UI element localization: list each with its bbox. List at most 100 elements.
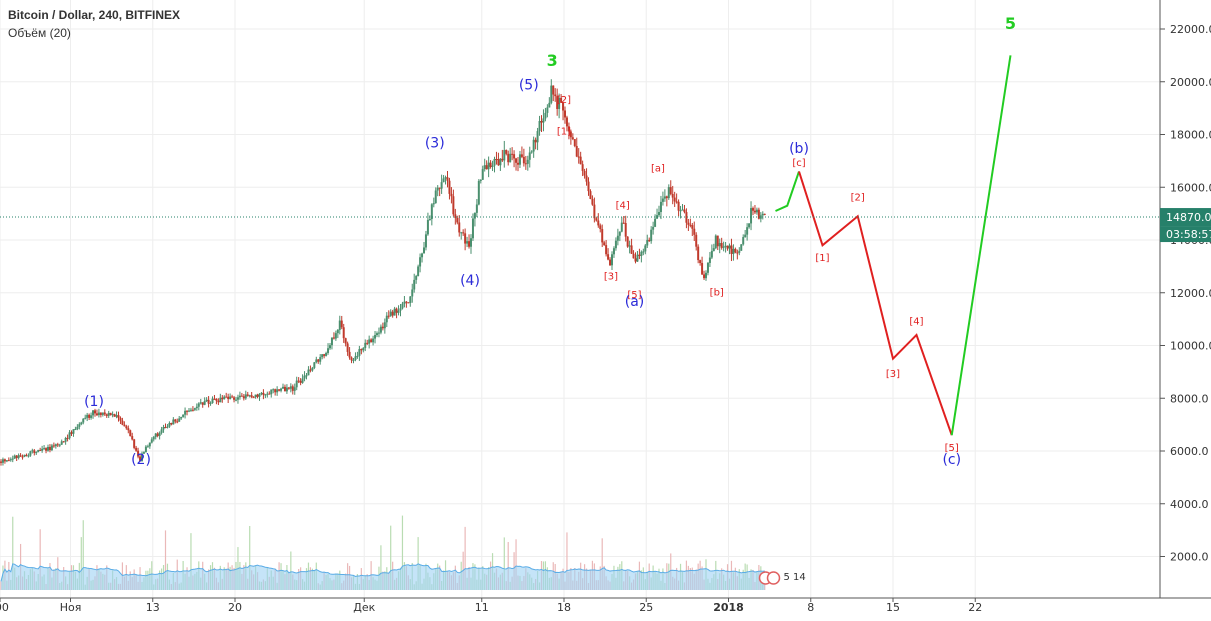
candle-body: [528, 152, 531, 160]
candle-body: [354, 356, 357, 360]
candle-body: [205, 399, 208, 402]
candle-body: [184, 410, 187, 415]
candle-body: [1, 459, 4, 463]
candle-body: [372, 338, 375, 343]
candle-body: [722, 246, 725, 248]
candle-body: [9, 459, 12, 461]
candle-body: [616, 235, 619, 241]
candle-body: [321, 354, 324, 358]
candle-body: [41, 448, 44, 451]
candle-body: [94, 410, 96, 414]
candle-body: [593, 204, 596, 219]
candle-body: [236, 397, 239, 400]
candle-body: [330, 337, 333, 346]
candle-body: [270, 389, 273, 395]
candle-body: [54, 444, 57, 447]
candle-body: [325, 352, 328, 356]
candle-body: [109, 412, 112, 415]
candle-body: [536, 131, 539, 143]
candle-body: [432, 203, 435, 205]
x-tick-label: 8: [807, 601, 814, 614]
candle-body: [636, 254, 639, 262]
candle-body: [133, 439, 136, 448]
candle-body: [552, 85, 555, 95]
candle-body: [282, 386, 284, 389]
candle-body: [473, 212, 476, 219]
wave-label: [1]: [815, 253, 829, 264]
candle-body: [450, 193, 453, 197]
candle-body: [262, 392, 265, 395]
candle-body: [246, 394, 249, 396]
candle-body: [315, 359, 318, 363]
candle-body: [679, 210, 682, 212]
candle-body: [716, 235, 719, 247]
candle-body: [274, 389, 277, 393]
candle-body: [573, 139, 576, 146]
candle-body: [628, 245, 631, 247]
candle-body: [693, 228, 696, 235]
projection-red-zigzag: [798, 171, 953, 436]
candle-body: [740, 244, 743, 251]
event-marker-text: 5 14: [784, 572, 806, 583]
wave-label: (5): [519, 78, 539, 94]
last-price-badge-bg: [1160, 208, 1211, 227]
candle-body: [60, 441, 63, 445]
y-tick-label: 2000.0: [1170, 551, 1209, 564]
candle-body: [730, 245, 733, 254]
candle-body: [681, 209, 684, 211]
candle-body: [640, 251, 643, 256]
candle-body: [295, 380, 298, 388]
candle-body: [31, 450, 34, 452]
wave-label: (c): [942, 452, 961, 468]
candle-body: [544, 112, 547, 119]
candle-body: [80, 422, 83, 425]
candle-body: [39, 449, 42, 451]
candle-body: [191, 409, 194, 411]
candle-body: [750, 208, 753, 224]
candle-body: [471, 218, 474, 239]
candle-body: [356, 355, 359, 357]
candle-body: [317, 359, 320, 362]
candle-body: [84, 417, 87, 419]
candle-body: [736, 252, 739, 254]
candle-body: [397, 310, 400, 313]
candle-body: [699, 260, 702, 264]
candle-body: [88, 414, 91, 418]
candle-body: [658, 212, 660, 216]
wave-label: [c]: [792, 158, 805, 169]
candle-body: [614, 240, 617, 249]
candle-body: [162, 427, 165, 430]
candle-body: [276, 389, 279, 393]
candle-body: [111, 414, 114, 416]
candle-body: [248, 395, 251, 397]
candle-body: [620, 222, 623, 232]
candle-body: [440, 182, 443, 189]
candle-body: [358, 349, 361, 356]
candle-body: [74, 429, 77, 431]
candle-body: [497, 158, 500, 166]
wave-label: (a): [625, 294, 645, 310]
candle-body: [648, 239, 651, 242]
candle-body: [19, 455, 22, 457]
candle-body: [377, 332, 380, 334]
candle-body: [250, 395, 253, 398]
candle-body: [95, 413, 98, 416]
candle-body: [154, 433, 157, 438]
candle-body: [448, 180, 451, 194]
candle-body: [583, 170, 586, 176]
candle-body: [260, 392, 263, 394]
candle-body: [403, 301, 406, 304]
candle-body: [180, 416, 183, 419]
candle-body: [466, 241, 469, 244]
candle-body: [227, 396, 230, 400]
candle-body: [522, 156, 525, 164]
candle-body: [391, 311, 394, 316]
volume-ma-line: [0, 563, 765, 582]
candle-body: [139, 456, 142, 461]
candle-body: [710, 250, 713, 258]
candle-body: [464, 233, 467, 244]
wave-projection: [775, 55, 1012, 436]
